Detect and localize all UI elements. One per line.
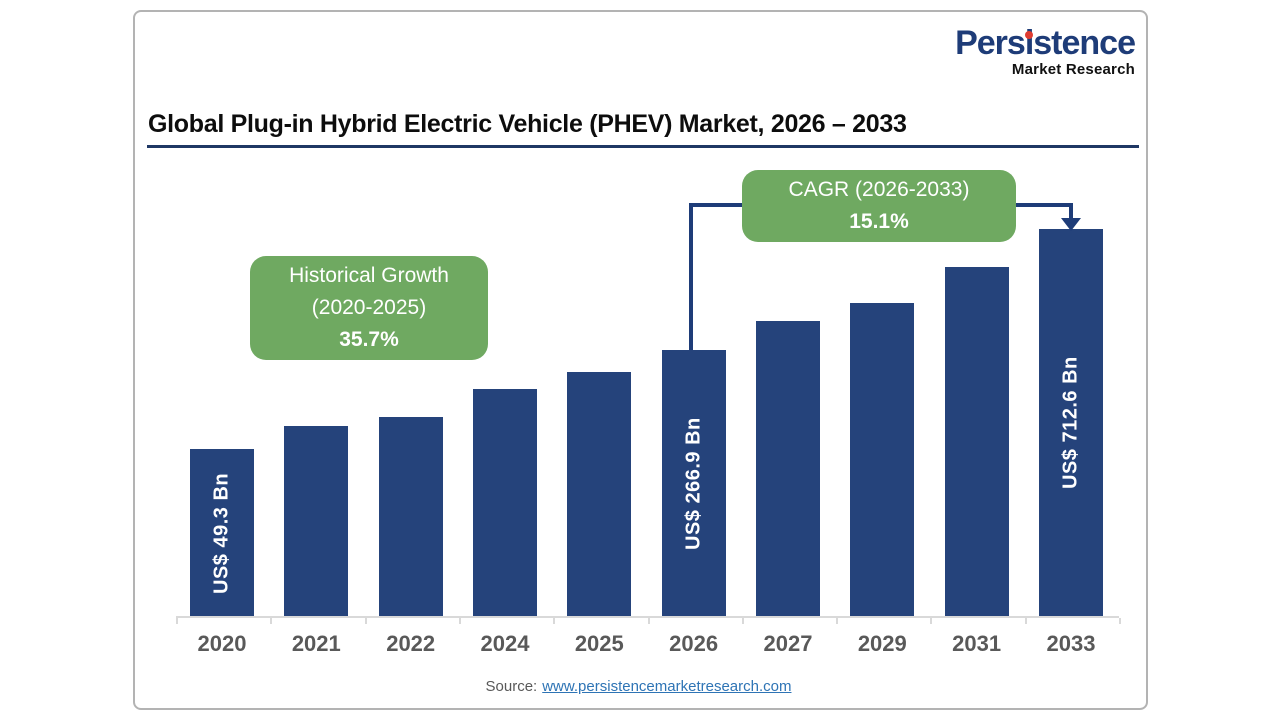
brand-i-red-dot-icon: i	[1024, 24, 1035, 62]
x-axis-tick	[1119, 618, 1121, 624]
bar-2021	[284, 426, 349, 617]
bar-value-label-2033: US$ 712.6 Bn	[1059, 356, 1082, 490]
source-link[interactable]: www.persistencemarketresearch.com	[542, 678, 792, 695]
arrow-down-icon	[1061, 218, 1081, 231]
x-axis-tick	[458, 618, 461, 624]
bar-2026: US$ 266.9 Bn	[661, 350, 726, 617]
bar-value-label-2020: US$ 49.3 Bn	[210, 472, 233, 594]
x-axis-tick	[836, 618, 839, 624]
x-axis-label-2033: 2033	[1046, 631, 1096, 656]
x-axis-tick	[741, 618, 744, 624]
bar-2022	[378, 417, 443, 617]
connector-line-to-2033	[1069, 203, 1073, 219]
x-axis-label-2021: 2021	[291, 631, 341, 656]
cagr-callout: CAGR (2026-2033) 15.1%	[742, 170, 1016, 242]
brand-part1: Pers	[955, 24, 1026, 62]
x-axis-label-2025: 2025	[574, 631, 624, 656]
bar-2029	[850, 303, 915, 617]
x-axis-label-2022: 2022	[386, 631, 436, 656]
bar-2033: US$ 712.6 Bn	[1039, 229, 1103, 617]
bar-2024	[473, 389, 537, 617]
brand-part3: stence	[1033, 24, 1136, 62]
connector-line-from-2026	[689, 203, 693, 350]
x-axis-tick	[364, 618, 367, 624]
cagr-rate: 15.1%	[849, 210, 909, 233]
bar-2025	[567, 372, 632, 617]
historical-growth-callout: Historical Growth (2020-2025) 35.7%	[250, 256, 488, 360]
brand-logo: Persistence Market Research	[925, 24, 1136, 78]
x-axis-tick	[553, 618, 556, 624]
source-label: Source:	[485, 678, 538, 695]
source-line: Source: www.persistencemarketresearch.com	[133, 678, 1144, 695]
cagr-line1: CAGR (2026-2033)	[788, 178, 970, 201]
x-axis-tick	[647, 618, 650, 624]
x-axis-tick	[1024, 618, 1027, 624]
brand-name: Persistence	[925, 24, 1136, 62]
bar-2020: US$ 49.3 Bn	[190, 449, 254, 617]
x-axis-label-2031: 2031	[952, 631, 1002, 656]
x-axis-tick	[270, 618, 273, 624]
bar-value-label-2026: US$ 266.9 Bn	[682, 417, 705, 550]
historical-growth-line2: (2020-2025)	[311, 296, 427, 319]
bar-2027	[756, 321, 820, 617]
x-axis-tick	[930, 618, 933, 624]
x-axis-tick	[176, 618, 178, 624]
title-underline	[147, 145, 1139, 148]
x-axis-line	[176, 616, 1119, 618]
x-axis-label-2029: 2029	[857, 631, 907, 656]
bar-2031	[944, 267, 1009, 617]
x-axis-label-2027: 2027	[763, 631, 813, 656]
x-axis-label-2024: 2024	[480, 631, 530, 656]
historical-growth-rate: 35.7%	[339, 328, 399, 351]
x-axis-label-2026: 2026	[669, 631, 719, 656]
historical-growth-line1: Historical Growth	[289, 264, 449, 287]
brand-tagline: Market Research	[1011, 61, 1135, 78]
chart-title: Global Plug-in Hybrid Electric Vehicle (…	[148, 110, 907, 138]
x-axis-label-2020: 2020	[197, 631, 247, 656]
